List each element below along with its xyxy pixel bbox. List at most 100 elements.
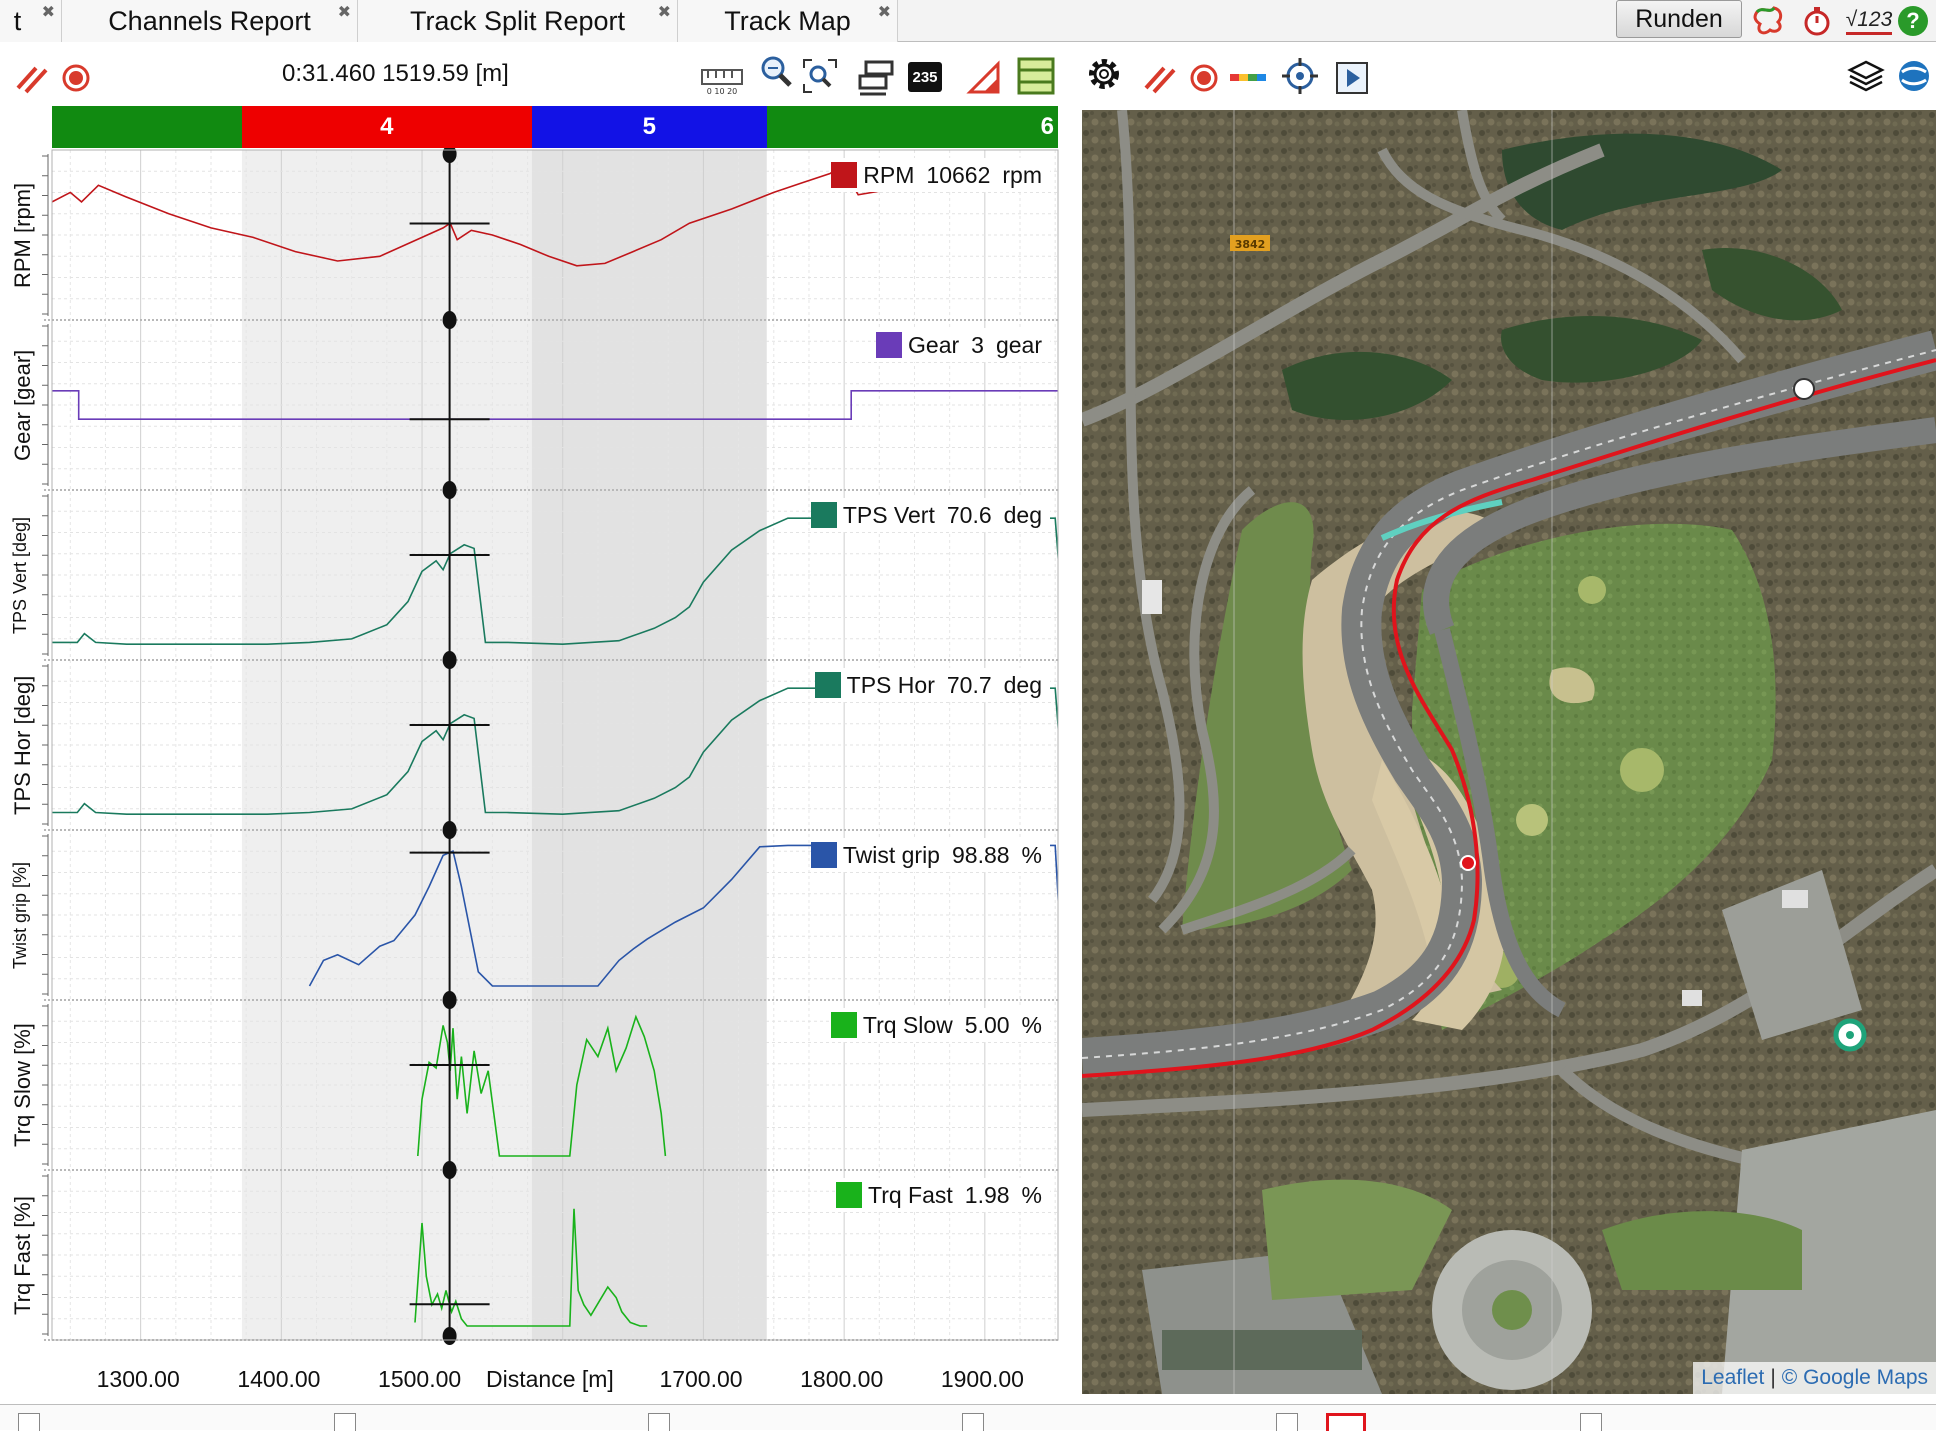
- zoom-in-icon[interactable]: [756, 52, 796, 92]
- legend-gear[interactable]: Gear 3 gear: [876, 328, 1050, 362]
- segment-label: 6: [1040, 113, 1054, 140]
- close-icon[interactable]: ✖: [877, 4, 891, 21]
- x-tick-label: 1800.00: [800, 1366, 884, 1392]
- segment-6[interactable]: 6: [766, 106, 1058, 148]
- legend-trq-slow[interactable]: Trq Slow 5.00%: [830, 1008, 1050, 1042]
- tab-label: Channels Report: [108, 5, 311, 36]
- legend-name: TPS Hor: [846, 671, 935, 698]
- y-axis-label: RPM [rpm]: [10, 182, 35, 288]
- x-tick-label: 1300.00: [96, 1366, 180, 1392]
- counter-icon[interactable]: 235: [908, 62, 942, 92]
- cursor-handle[interactable]: [442, 1161, 457, 1179]
- track-outline-icon[interactable]: [1752, 4, 1786, 38]
- tab-track-map[interactable]: Track Map ✖: [678, 0, 898, 42]
- segment-label: 4: [380, 113, 394, 140]
- cursor-handle[interactable]: [442, 651, 457, 669]
- legend-twist-grip[interactable]: Twist grip 98.88%: [810, 838, 1050, 872]
- legend-value: 70.7: [946, 671, 992, 698]
- layers-icon[interactable]: [1846, 56, 1886, 96]
- play-icon[interactable]: [1332, 58, 1372, 98]
- triangle-icon[interactable]: [964, 58, 1004, 98]
- legend-tps-vert[interactable]: TPS Vert 70.6 deg: [810, 498, 1050, 532]
- bottom-bar-item[interactable]: [18, 1413, 40, 1431]
- legend-unit: %: [1021, 1011, 1042, 1038]
- legend-unit: rpm: [1002, 161, 1042, 188]
- crosshair-icon[interactable]: [1280, 56, 1320, 96]
- x-tick-label: 1400.00: [237, 1366, 321, 1392]
- bottom-bar-item[interactable]: [334, 1413, 356, 1431]
- record-icon[interactable]: [56, 58, 96, 98]
- bottom-bar-item[interactable]: [648, 1413, 670, 1431]
- x-tick-label: 1700.00: [659, 1366, 743, 1392]
- tab-label: t: [13, 5, 22, 36]
- poi-icon[interactable]: [1793, 378, 1815, 400]
- channels-chart[interactable]: [0, 148, 1070, 1358]
- plot-border: [51, 149, 1059, 1341]
- legend-unit: %: [1021, 1181, 1042, 1208]
- chart-toolbar: 0 10 20 235: [0, 44, 1070, 108]
- legend-tps-hor[interactable]: TPS Hor 70.7 deg: [814, 668, 1050, 702]
- leaflet-link[interactable]: Leaflet: [1701, 1366, 1765, 1389]
- segment-4[interactable]: 4: [241, 106, 532, 148]
- bottom-bar-item[interactable]: [1326, 1413, 1366, 1431]
- cursor-handle[interactable]: [442, 991, 457, 1009]
- stripes-icon[interactable]: [12, 58, 52, 98]
- overlay-icon[interactable]: [856, 58, 896, 98]
- runden-label: Runden: [1635, 4, 1723, 33]
- cursor-handle[interactable]: [442, 311, 457, 329]
- layout-icon[interactable]: [1016, 56, 1056, 96]
- stopwatch-icon[interactable]: [1800, 4, 1834, 38]
- legend-swatch: [831, 162, 858, 188]
- series-line-tps-hor: [52, 687, 1058, 816]
- satellite-imagery: 3842: [1082, 110, 1936, 1394]
- attribution-separator: |: [1770, 1366, 1776, 1389]
- close-icon[interactable]: ✖: [337, 4, 351, 21]
- segment-5[interactable]: 5: [531, 106, 767, 148]
- legend-unit: %: [1021, 841, 1042, 868]
- bottom-bar-item[interactable]: [962, 1413, 984, 1431]
- track-map[interactable]: 3842 Leaflet | © Google Maps: [1082, 110, 1936, 1394]
- tab-channels-report[interactable]: Channels Report ✖: [62, 0, 358, 42]
- legend-name: Twist grip: [842, 841, 940, 868]
- legend-value: 3: [971, 331, 984, 358]
- cursor-handle[interactable]: [442, 821, 457, 839]
- legend-unit: deg: [1003, 501, 1042, 528]
- ruler-icon[interactable]: 0 10 20: [700, 58, 744, 98]
- color-scale-icon[interactable]: [1228, 58, 1268, 98]
- tab-bar: t ✖ Channels Report ✖ Track Split Report…: [0, 0, 1936, 42]
- close-icon[interactable]: ✖: [41, 4, 55, 21]
- legend-value: 70.6: [946, 501, 992, 528]
- close-icon[interactable]: ✖: [657, 4, 671, 21]
- bottom-bar-item[interactable]: [1276, 1413, 1298, 1431]
- globe-icon[interactable]: [1894, 56, 1934, 96]
- legend-value: 1.98: [964, 1181, 1010, 1208]
- record-icon[interactable]: [1184, 58, 1224, 98]
- cursor-handle[interactable]: [442, 1327, 457, 1345]
- legend-trq-fast[interactable]: Trq Fast 1.98%: [836, 1178, 1050, 1212]
- segment-start[interactable]: [52, 106, 242, 148]
- help-icon[interactable]: ?: [1896, 4, 1930, 38]
- gear-icon[interactable]: [1084, 54, 1124, 94]
- runden-button[interactable]: Runden: [1616, 0, 1742, 38]
- bottom-bar: [0, 1404, 1936, 1431]
- math-channel-icon[interactable]: √123: [1845, 4, 1893, 38]
- legend-rpm[interactable]: RPM 10662 rpm: [831, 158, 1050, 192]
- tab-track-split-report[interactable]: Track Split Report ✖: [358, 0, 678, 42]
- x-tick-label: 1900.00: [940, 1366, 1024, 1392]
- zoom-fit-icon[interactable]: [800, 56, 840, 96]
- pane-divider[interactable]: [1070, 44, 1082, 1396]
- legend-swatch: [876, 332, 903, 358]
- bottom-bar-item[interactable]: [1580, 1413, 1602, 1431]
- cursor-handle[interactable]: [442, 481, 457, 499]
- series-line-trq-slow: [417, 1014, 667, 1157]
- position-marker: [1460, 855, 1476, 871]
- x-tick-label: 1500.00: [378, 1366, 462, 1392]
- legend-swatch: [830, 1012, 857, 1038]
- tab-previous[interactable]: t ✖: [0, 0, 62, 42]
- google-maps-link[interactable]: © Google Maps: [1781, 1366, 1928, 1389]
- stripes-icon[interactable]: [1140, 58, 1180, 98]
- series-line-twist-grip: [308, 844, 1058, 987]
- legend-value: 10662: [926, 161, 991, 188]
- legend-value: 98.88: [951, 841, 1010, 868]
- cursor-handle[interactable]: [442, 148, 457, 163]
